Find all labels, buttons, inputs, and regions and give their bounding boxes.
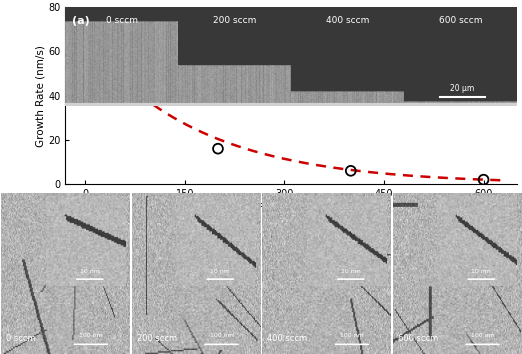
Point bbox=[479, 177, 488, 183]
Y-axis label: Growth Rate (nm/s): Growth Rate (nm/s) bbox=[35, 45, 45, 147]
Point bbox=[81, 73, 89, 79]
Point bbox=[347, 168, 355, 174]
Point bbox=[214, 146, 222, 152]
Text: (b): (b) bbox=[3, 201, 21, 211]
X-axis label: NH$_3$ Flow Rate (sccm): NH$_3$ Flow Rate (sccm) bbox=[234, 202, 348, 215]
